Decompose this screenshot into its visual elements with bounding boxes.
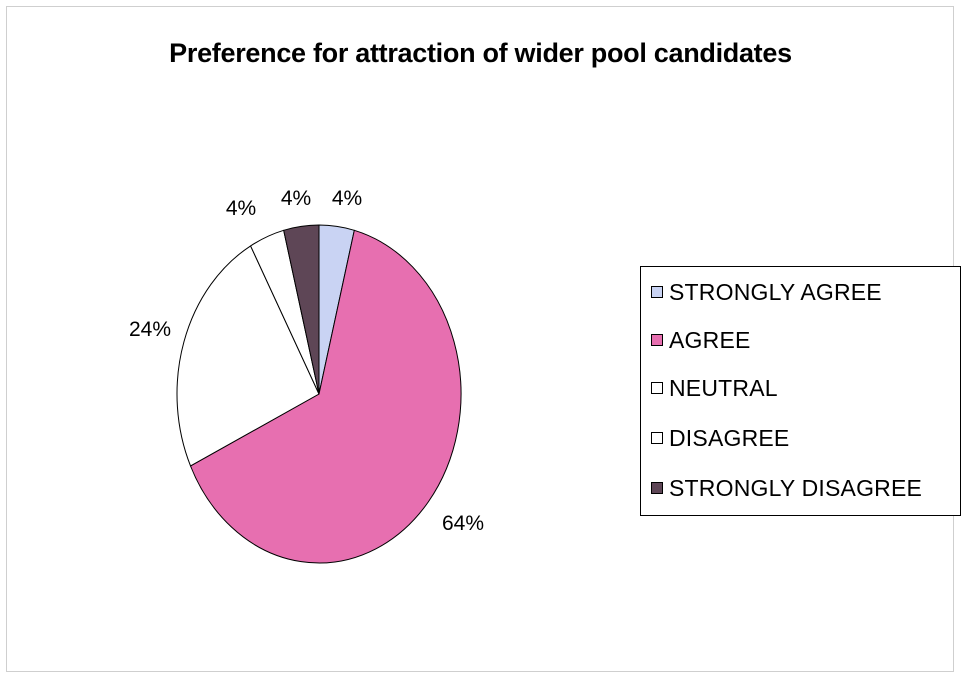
legend-swatch-agree (651, 334, 663, 346)
data-label-strongly-disagree: 4% (281, 187, 311, 210)
legend-swatch-strongly-agree (651, 286, 663, 298)
legend-label-agree: AGREE (669, 326, 751, 353)
data-label-disagree: 4% (226, 197, 256, 220)
legend-label-strongly-agree: STRONGLY AGREE (669, 278, 882, 305)
legend-swatch-strongly-disagree (651, 482, 663, 494)
legend-label-strongly-disagree: STRONGLY DISAGREE (669, 474, 923, 501)
pie-slice-neutral (176, 245, 320, 467)
legend-swatch-neutral (651, 382, 663, 394)
data-label-agree: 64% (442, 512, 484, 535)
data-label-strongly-agree: 4% (332, 187, 362, 210)
legend-item-agree: AGREE (651, 325, 751, 355)
legend: STRONGLY AGREE AGREE NEUTRAL DISAGREE STRONG… (640, 266, 961, 516)
pie-slice-strongly-disagree (283, 224, 320, 395)
pie-slice-agree (190, 229, 462, 564)
legend-item-neutral: NEUTRAL (651, 373, 778, 403)
legend-item-strongly-agree: STRONGLY AGREE (651, 277, 882, 307)
data-label-neutral: 24% (129, 318, 171, 341)
legend-label-neutral: NEUTRAL (669, 374, 778, 401)
legend-swatch-disagree (651, 432, 663, 444)
legend-label-disagree: DISAGREE (669, 424, 790, 451)
legend-item-strongly-disagree: STRONGLY DISAGREE (651, 473, 922, 503)
legend-item-disagree: DISAGREE (651, 423, 789, 453)
chart-title: Preference for attraction of wider pool … (169, 38, 792, 68)
